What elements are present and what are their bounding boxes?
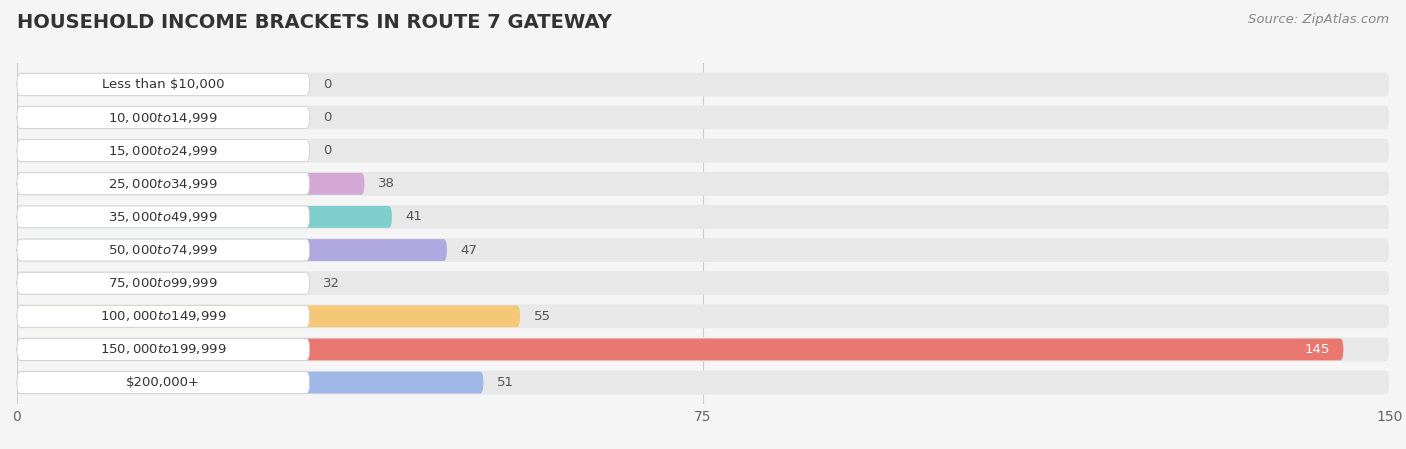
Text: 0: 0 bbox=[323, 78, 332, 91]
FancyBboxPatch shape bbox=[17, 106, 309, 128]
FancyBboxPatch shape bbox=[17, 339, 309, 361]
Text: $100,000 to $149,999: $100,000 to $149,999 bbox=[100, 309, 226, 323]
FancyBboxPatch shape bbox=[17, 272, 309, 294]
FancyBboxPatch shape bbox=[17, 239, 447, 261]
Text: $150,000 to $199,999: $150,000 to $199,999 bbox=[100, 343, 226, 357]
FancyBboxPatch shape bbox=[17, 372, 484, 393]
Text: $15,000 to $24,999: $15,000 to $24,999 bbox=[108, 144, 218, 158]
Text: $75,000 to $99,999: $75,000 to $99,999 bbox=[108, 276, 218, 290]
FancyBboxPatch shape bbox=[17, 339, 1343, 361]
Text: 55: 55 bbox=[534, 310, 551, 323]
Text: 0: 0 bbox=[323, 111, 332, 124]
FancyBboxPatch shape bbox=[17, 305, 520, 327]
FancyBboxPatch shape bbox=[17, 173, 364, 195]
FancyBboxPatch shape bbox=[17, 272, 309, 294]
FancyBboxPatch shape bbox=[17, 238, 1389, 262]
FancyBboxPatch shape bbox=[17, 205, 1389, 229]
FancyBboxPatch shape bbox=[17, 271, 1389, 295]
FancyBboxPatch shape bbox=[17, 74, 309, 95]
FancyBboxPatch shape bbox=[17, 370, 1389, 395]
Text: $25,000 to $34,999: $25,000 to $34,999 bbox=[108, 177, 218, 191]
Text: 38: 38 bbox=[378, 177, 395, 190]
Text: 32: 32 bbox=[323, 277, 340, 290]
Text: 41: 41 bbox=[406, 211, 423, 224]
Text: $35,000 to $49,999: $35,000 to $49,999 bbox=[108, 210, 218, 224]
FancyBboxPatch shape bbox=[17, 172, 1389, 196]
FancyBboxPatch shape bbox=[17, 206, 309, 228]
Text: $10,000 to $14,999: $10,000 to $14,999 bbox=[108, 110, 218, 124]
Text: HOUSEHOLD INCOME BRACKETS IN ROUTE 7 GATEWAY: HOUSEHOLD INCOME BRACKETS IN ROUTE 7 GAT… bbox=[17, 13, 612, 32]
Text: Source: ZipAtlas.com: Source: ZipAtlas.com bbox=[1249, 13, 1389, 26]
FancyBboxPatch shape bbox=[17, 338, 1389, 361]
FancyBboxPatch shape bbox=[17, 72, 1389, 97]
Text: 47: 47 bbox=[461, 243, 478, 256]
FancyBboxPatch shape bbox=[17, 206, 392, 228]
Text: 0: 0 bbox=[323, 144, 332, 157]
Text: 145: 145 bbox=[1305, 343, 1330, 356]
Text: Less than $10,000: Less than $10,000 bbox=[103, 78, 225, 91]
FancyBboxPatch shape bbox=[17, 173, 309, 195]
FancyBboxPatch shape bbox=[17, 139, 1389, 163]
FancyBboxPatch shape bbox=[17, 372, 309, 393]
FancyBboxPatch shape bbox=[17, 305, 309, 327]
Text: 51: 51 bbox=[498, 376, 515, 389]
FancyBboxPatch shape bbox=[17, 304, 1389, 328]
FancyBboxPatch shape bbox=[17, 106, 1389, 129]
Text: $50,000 to $74,999: $50,000 to $74,999 bbox=[108, 243, 218, 257]
FancyBboxPatch shape bbox=[17, 140, 309, 162]
FancyBboxPatch shape bbox=[17, 239, 309, 261]
Text: $200,000+: $200,000+ bbox=[127, 376, 200, 389]
